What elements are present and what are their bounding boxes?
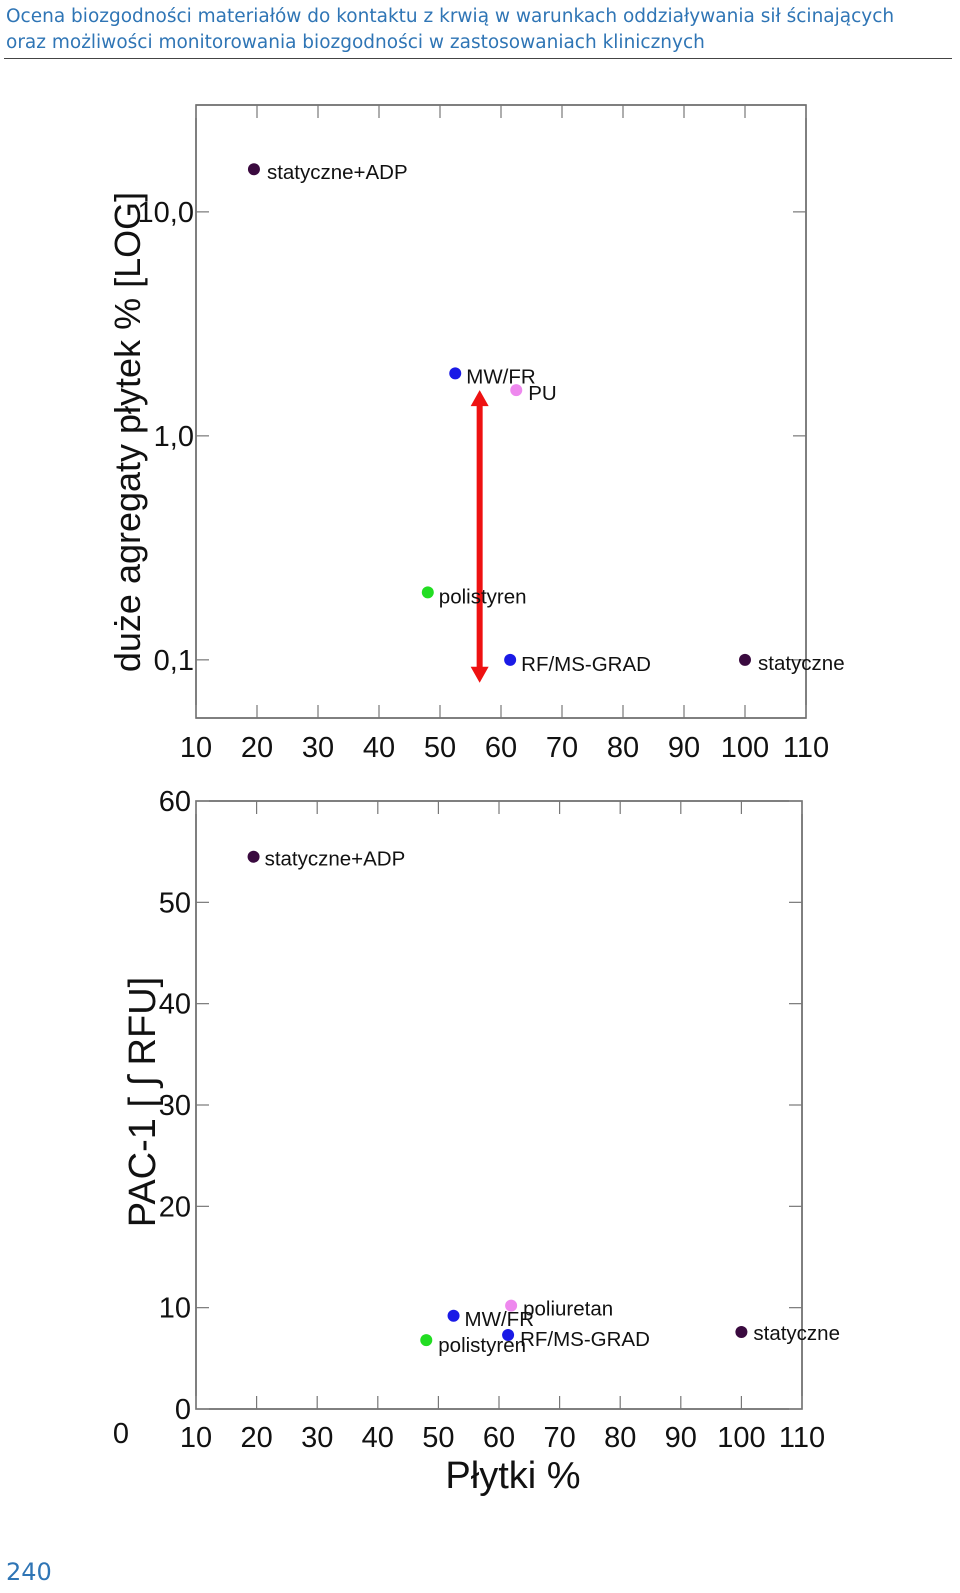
x-tick-label: 90	[665, 1422, 697, 1454]
data-point-label: statyczne+ADP	[267, 161, 408, 184]
data-point-label: PU	[528, 382, 556, 405]
y-tick-label: 0	[175, 1394, 191, 1426]
data-point	[421, 586, 434, 599]
y-tick-label: 40	[159, 989, 191, 1021]
data-point	[502, 1329, 515, 1342]
data-point	[447, 1309, 460, 1322]
running-header-line-1: Ocena biozgodności materiałów do kontakt…	[6, 6, 895, 27]
data-point-label: RF/MS-GRAD	[520, 1328, 650, 1351]
header-rule	[4, 58, 952, 59]
x-tick-label: 90	[668, 732, 700, 764]
data-point	[739, 653, 751, 666]
x-tick-label: 110	[779, 1422, 825, 1454]
x-tick-label: 60	[483, 1422, 515, 1454]
running-header: Ocena biozgodności materiałów do kontakt…	[6, 4, 951, 56]
data-point	[735, 1325, 748, 1338]
data-point-label: statyczne+ADP	[265, 848, 406, 871]
x-tick-label: 40	[362, 1422, 394, 1454]
red-double-arrow-head-up	[470, 390, 489, 407]
y-tick-label: 10	[159, 1293, 191, 1325]
x-tick-label: 10	[180, 1422, 212, 1454]
x-tick-label: 30	[301, 1422, 333, 1454]
y-axis-label: PAC-1 [ ∫ RFU]	[122, 977, 164, 1227]
data-point-label: statyczne	[753, 1322, 840, 1345]
data-point-label: poliuretan	[523, 1298, 613, 1321]
y-tick-label: 50	[159, 887, 191, 919]
data-point-label: RF/MS-GRAD	[521, 653, 651, 676]
plot-frame	[195, 104, 807, 719]
x-tick-label: 70	[543, 1422, 575, 1454]
x-tick-label: 20	[241, 732, 273, 764]
data-point-label: MW/FR	[466, 365, 535, 388]
data-point	[247, 850, 260, 863]
x-tick-label: 70	[546, 732, 578, 764]
y-tick-label: 20	[159, 1191, 191, 1223]
data-point-label: statyczne	[758, 652, 845, 675]
y-tick-label: 1,0	[154, 421, 194, 453]
y-tick-label: 30	[159, 1090, 191, 1122]
x-tick-label: 10	[180, 732, 212, 764]
x-tick-label: 80	[607, 732, 639, 764]
x-tick-label: 100	[721, 732, 769, 764]
data-point-label: MW/FR	[465, 1308, 534, 1331]
chart-bottom-pac1-scatter: 10 20 30 40 50 60 70 80 90 100 11001020304050600PA…	[113, 786, 840, 1497]
page-number: 240	[6, 1558, 52, 1586]
x-tick-label: 110	[783, 732, 829, 764]
data-point	[449, 367, 462, 380]
x-tick-label: 80	[604, 1422, 636, 1454]
data-point-label: polistyren	[438, 1334, 526, 1357]
x-tick-label: 30	[302, 732, 334, 764]
x-tick-label: 100	[717, 1422, 765, 1454]
x-tick-label: 60	[485, 732, 517, 764]
data-point	[247, 163, 260, 176]
data-point	[505, 1299, 518, 1312]
x-tick-label: 20	[240, 1422, 272, 1454]
x-tick-label: 40	[363, 732, 395, 764]
red-double-arrow-head-down	[470, 666, 489, 683]
x-tick-label: 50	[422, 1422, 454, 1454]
y-axis-label: duże agregaty płytek % [LOG]	[107, 192, 148, 672]
y-tick-label: 60	[159, 786, 191, 818]
x-tick-label: 50	[424, 732, 456, 764]
x-origin-label: 0	[113, 1418, 129, 1450]
data-point	[510, 384, 523, 397]
running-header-line-2: oraz możliwości monitorowania biozgodnoś…	[6, 32, 705, 53]
y-tick-label: 10,0	[138, 197, 194, 229]
y-tick-label: 0,1	[154, 645, 194, 677]
data-point-label: polistyren	[439, 585, 527, 608]
data-point	[504, 653, 517, 666]
data-point	[420, 1334, 433, 1347]
x-axis-label: Płytki %	[445, 1455, 580, 1497]
